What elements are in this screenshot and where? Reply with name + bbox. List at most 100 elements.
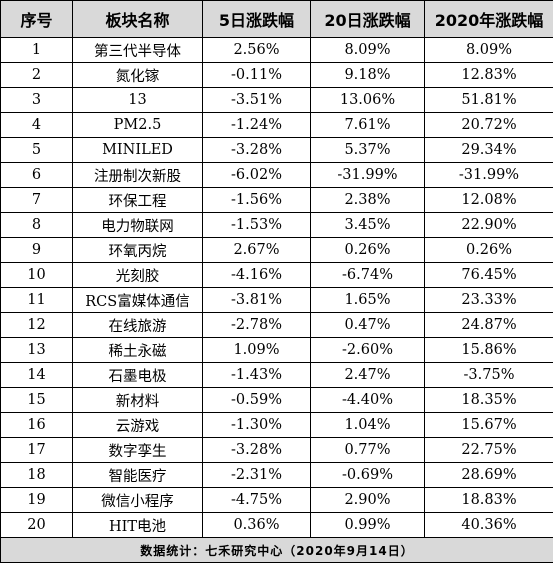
change-20day: -2.60% xyxy=(310,337,425,363)
change-2020: 18.35% xyxy=(424,387,553,413)
table-row: 5 MINILED -3.28% 5.37% 29.34% xyxy=(0,137,553,163)
change-5day: -3.81% xyxy=(202,287,311,313)
table-row: 8 电力物联网 -1.53% 3.45% 22.90% xyxy=(0,212,553,238)
row-index: 4 xyxy=(0,112,73,138)
change-2020: 23.33% xyxy=(424,287,553,313)
change-2020: 8.09% xyxy=(424,37,553,63)
sector-name: 注册制次新股 xyxy=(72,162,203,188)
change-20day: -6.74% xyxy=(310,262,425,288)
table-row: 13 稀土永磁 1.09% -2.60% 15.86% xyxy=(0,337,553,363)
row-index: 11 xyxy=(0,287,73,313)
row-index: 6 xyxy=(0,162,73,188)
change-5day: -4.75% xyxy=(202,487,311,513)
change-20day: 2.90% xyxy=(310,487,425,513)
change-5day: -0.11% xyxy=(202,62,311,88)
change-20day: 1.65% xyxy=(310,287,425,313)
sector-name: 氮化镓 xyxy=(72,62,203,88)
change-5day: -2.78% xyxy=(202,312,311,338)
change-5day: -0.59% xyxy=(202,387,311,413)
table-row: 2 氮化镓 -0.11% 9.18% 12.83% xyxy=(0,62,553,88)
change-2020: 0.26% xyxy=(424,237,553,263)
change-2020: 15.86% xyxy=(424,337,553,363)
sector-name: 环氧丙烷 xyxy=(72,237,203,263)
change-2020: 22.90% xyxy=(424,212,553,238)
change-2020: 12.83% xyxy=(424,62,553,88)
header-row: 序号 板块名称 5日涨跌幅 20日涨跌幅 2020年涨跌幅 xyxy=(0,0,553,38)
sector-name: 第三代半导体 xyxy=(72,37,203,63)
sector-name: 在线旅游 xyxy=(72,312,203,338)
row-index: 3 xyxy=(0,87,73,113)
change-20day: 1.04% xyxy=(310,412,425,438)
change-20day: -4.40% xyxy=(310,387,425,413)
row-index: 15 xyxy=(0,387,73,413)
sector-name: 石墨电极 xyxy=(72,362,203,388)
change-20day: 0.77% xyxy=(310,437,425,463)
header-5day-change: 5日涨跌幅 xyxy=(202,0,311,38)
table-row: 15 新材料 -0.59% -4.40% 18.35% xyxy=(0,387,553,413)
sector-name: 数字孪生 xyxy=(72,437,203,463)
sector-name: PM2.5 xyxy=(72,112,203,138)
sector-name: 微信小程序 xyxy=(72,487,203,513)
table-row: 17 数字孪生 -3.28% 0.77% 22.75% xyxy=(0,437,553,463)
table-row: 1 第三代半导体 2.56% 8.09% 8.09% xyxy=(0,37,553,63)
sector-name: RCS富媒体通信 xyxy=(72,287,203,313)
change-20day: 2.47% xyxy=(310,362,425,388)
sector-name: HIT电池 xyxy=(72,512,203,538)
sector-name: 光刻胶 xyxy=(72,262,203,288)
change-2020: 40.36% xyxy=(424,512,553,538)
change-5day: 2.56% xyxy=(202,37,311,63)
change-20day: 0.47% xyxy=(310,312,425,338)
change-20day: 7.61% xyxy=(310,112,425,138)
sector-name: 新材料 xyxy=(72,387,203,413)
row-index: 5 xyxy=(0,137,73,163)
table-row: 9 环氧丙烷 2.67% 0.26% 0.26% xyxy=(0,237,553,263)
row-index: 7 xyxy=(0,187,73,213)
change-5day: -2.31% xyxy=(202,462,311,488)
table-row: 19 微信小程序 -4.75% 2.90% 18.83% xyxy=(0,487,553,513)
row-index: 17 xyxy=(0,437,73,463)
table-row: 3 13 -3.51% 13.06% 51.81% xyxy=(0,87,553,113)
table-row: 6 注册制次新股 -6.02% -31.99% -31.99% xyxy=(0,162,553,188)
change-5day: 0.36% xyxy=(202,512,311,538)
table-row: 18 智能医疗 -2.31% -0.69% 28.69% xyxy=(0,462,553,488)
table-row: 12 在线旅游 -2.78% 0.47% 24.87% xyxy=(0,312,553,338)
change-20day: 0.26% xyxy=(310,237,425,263)
sector-name: 智能医疗 xyxy=(72,462,203,488)
change-20day: 5.37% xyxy=(310,137,425,163)
change-5day: -3.28% xyxy=(202,437,311,463)
sector-name: 电力物联网 xyxy=(72,212,203,238)
change-20day: 0.99% xyxy=(310,512,425,538)
change-5day: -1.24% xyxy=(202,112,311,138)
table-row: 7 环保工程 -1.56% 2.38% 12.08% xyxy=(0,187,553,213)
change-2020: 51.81% xyxy=(424,87,553,113)
change-5day: -6.02% xyxy=(202,162,311,188)
row-index: 13 xyxy=(0,337,73,363)
table-row: 10 光刻胶 -4.16% -6.74% 76.45% xyxy=(0,262,553,288)
change-20day: 8.09% xyxy=(310,37,425,63)
change-20day: 3.45% xyxy=(310,212,425,238)
change-2020: -31.99% xyxy=(424,162,553,188)
change-2020: 22.75% xyxy=(424,437,553,463)
table-row: 14 石墨电极 -1.43% 2.47% -3.75% xyxy=(0,362,553,388)
sector-name: MINILED xyxy=(72,137,203,163)
row-index: 20 xyxy=(0,512,73,538)
change-2020: 76.45% xyxy=(424,262,553,288)
change-5day: -4.16% xyxy=(202,262,311,288)
header-index: 序号 xyxy=(0,0,73,38)
row-index: 8 xyxy=(0,212,73,238)
header-20day-change: 20日涨跌幅 xyxy=(310,0,425,38)
row-index: 16 xyxy=(0,412,73,438)
table-row: 4 PM2.5 -1.24% 7.61% 20.72% xyxy=(0,112,553,138)
row-index: 19 xyxy=(0,487,73,513)
change-5day: -3.51% xyxy=(202,87,311,113)
change-5day: -1.53% xyxy=(202,212,311,238)
row-index: 10 xyxy=(0,262,73,288)
change-5day: -1.43% xyxy=(202,362,311,388)
row-index: 2 xyxy=(0,62,73,88)
sector-name: 环保工程 xyxy=(72,187,203,213)
sector-name: 稀土永磁 xyxy=(72,337,203,363)
sector-name: 13 xyxy=(72,87,203,113)
change-2020: 28.69% xyxy=(424,462,553,488)
row-index: 1 xyxy=(0,37,73,63)
